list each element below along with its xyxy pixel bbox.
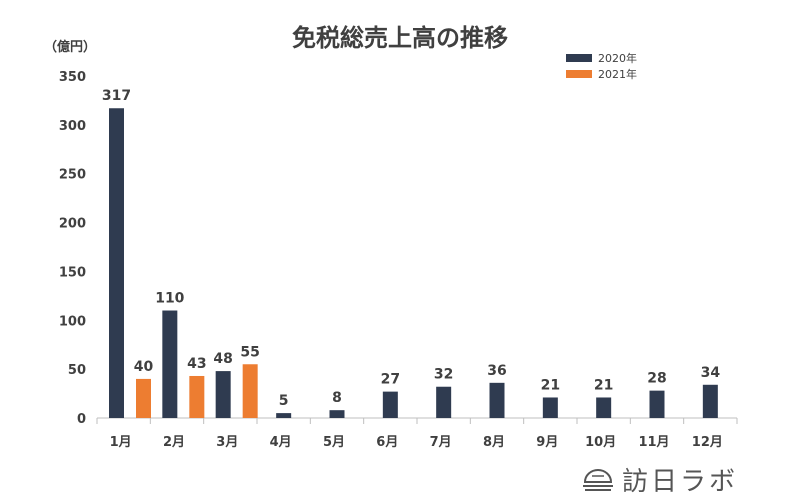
data-label: 32 [434,367,453,383]
data-label: 8 [332,390,342,406]
dome-logo-icon [583,468,613,491]
bar-2020 [109,108,124,418]
bar-2020 [542,397,558,418]
y-tick-label: 0 [77,412,86,427]
bar-2020 [649,390,665,418]
data-label: 36 [487,363,506,379]
x-tick-label: 11月 [638,435,669,450]
bar-2021 [136,378,151,418]
x-tick-label: 8月 [483,435,505,450]
data-label: 110 [155,291,184,307]
bar-2020 [329,410,345,418]
x-tick-label: 10月 [585,435,616,450]
x-tick-label: 6月 [376,435,398,450]
y-tick-label: 100 [59,314,86,329]
data-label: 40 [134,359,154,375]
bar-2020 [702,384,718,418]
data-label: 21 [541,377,560,393]
legend-label-2021: 2021年 [598,68,637,81]
legend-item-2021: 2021年 [566,66,637,82]
x-tick-label: 4月 [270,435,292,450]
bar-2020 [162,310,178,418]
data-label: 317 [102,88,131,104]
brand-logo: 訪日ラボ [582,461,738,498]
data-label: 28 [647,371,666,387]
x-tick-label: 12月 [692,435,723,450]
bar-2020 [382,391,398,418]
y-tick-label: 250 [59,168,86,183]
y-tick-label: 200 [59,217,86,232]
legend-swatch-2020 [566,54,592,62]
bar-2020 [215,371,231,418]
bar-2020 [596,397,612,418]
data-label: 55 [240,344,259,360]
legend-label-2020: 2020年 [598,52,637,65]
data-label: 27 [381,372,400,388]
y-tick-label: 150 [59,265,86,280]
legend-swatch-2021 [566,70,592,78]
x-tick-label: 2月 [163,435,185,450]
x-tick-label: 9月 [536,435,558,450]
data-label: 34 [701,365,721,381]
bar-2020 [436,386,452,418]
y-tick-label: 350 [59,70,86,85]
data-label: 5 [279,393,289,409]
legend-item-2020: 2020年 [566,50,637,66]
x-tick-label: 7月 [430,435,452,450]
data-label: 48 [213,351,232,367]
x-tick-label: 5月 [323,435,345,450]
bar-2021 [242,364,258,418]
legend: 2020年 2021年 [566,50,637,82]
data-label: 43 [187,356,206,372]
y-axis-unit-label: （億円） [44,40,97,55]
chart-title: 免税総売上高の推移 [292,24,508,52]
data-label: 21 [594,377,613,393]
bar-2020 [489,382,505,418]
y-tick-label: 300 [59,119,86,134]
logo-text: 訪日ラボ [622,467,739,497]
y-tick-label: 50 [68,363,86,378]
bar-2021 [189,375,205,418]
x-tick-label: 1月 [110,435,132,450]
bar-2020 [276,413,292,418]
x-tick-label: 3月 [216,435,238,450]
